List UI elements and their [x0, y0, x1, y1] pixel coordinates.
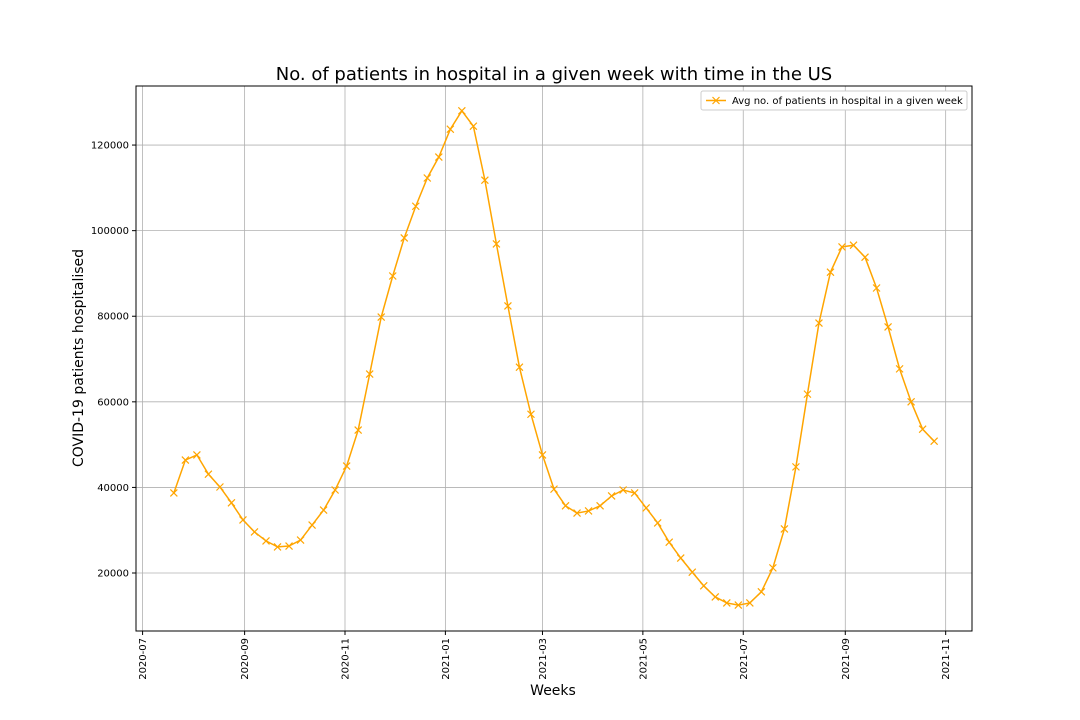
data-point [884, 323, 892, 331]
data-point [711, 593, 720, 601]
data-point [216, 483, 224, 491]
data-point [596, 501, 605, 510]
data-point [239, 516, 247, 524]
x-tick-label: 2020-09 [240, 638, 251, 680]
data-point [169, 489, 178, 497]
data-point [192, 450, 201, 459]
data-point [400, 233, 409, 242]
data-point [469, 122, 478, 131]
data-point [561, 501, 570, 510]
data-point [630, 489, 639, 497]
x-tick-label: 2021-05 [638, 638, 649, 680]
data-point [895, 364, 904, 373]
x-tick-label: 2020-11 [341, 638, 352, 680]
y-tick-label: 100000 [91, 226, 129, 237]
y-tick-label: 40000 [97, 483, 129, 494]
data-point [930, 437, 939, 446]
x-tick-label: 2021-01 [441, 638, 452, 680]
x-tick-label: 2021-09 [841, 638, 852, 680]
data-point [791, 462, 800, 471]
data-point [273, 542, 282, 551]
data-point [826, 268, 835, 277]
chart-title: No. of patients in hospital in a given w… [276, 64, 832, 85]
y-tick-label: 120000 [91, 141, 129, 152]
data-point [342, 462, 351, 470]
y-axis-label: COVID-19 patients hospitalised [71, 249, 87, 467]
x-tick-label: 2021-07 [739, 638, 750, 680]
y-tick-label: 20000 [97, 569, 129, 580]
data-point [457, 106, 466, 115]
x-tick-label: 2021-11 [941, 638, 952, 680]
data-point [492, 239, 501, 248]
legend-marker [712, 96, 720, 105]
data-point [734, 601, 743, 610]
data-point [388, 272, 397, 280]
data-point [653, 519, 662, 527]
x-tick-label: 2020-07 [138, 638, 149, 680]
data-point [308, 521, 317, 530]
data-point [918, 425, 927, 434]
data-point [872, 284, 881, 292]
data-point [676, 554, 685, 562]
data-point [262, 536, 270, 545]
x-axis-label: Weeks [530, 683, 576, 699]
data-point [815, 319, 823, 328]
data-point [446, 125, 455, 134]
data-point [434, 153, 443, 161]
data-point [619, 486, 628, 494]
data-point [480, 176, 489, 185]
data-point [803, 390, 812, 399]
data-point [250, 528, 259, 536]
x-tick-label: 2021-03 [538, 638, 549, 680]
data-point [642, 504, 651, 512]
data-point [757, 587, 766, 596]
data-point [354, 426, 363, 434]
data-point [699, 581, 708, 590]
data-point [907, 397, 916, 406]
data-point [503, 302, 512, 310]
data-point [861, 253, 869, 262]
data-point [319, 506, 328, 515]
data-point [550, 485, 558, 494]
data-point [607, 492, 616, 500]
data-point [515, 363, 524, 372]
data-point [722, 599, 731, 607]
data-point [423, 174, 432, 182]
data-point [584, 507, 593, 515]
y-tick-label: 80000 [97, 312, 129, 323]
data-point [538, 450, 547, 459]
data-point [573, 509, 581, 518]
legend: Avg no. of patients in hospital in a giv… [700, 90, 968, 111]
data-point [227, 498, 236, 507]
data-point [411, 202, 420, 211]
data-point [849, 241, 858, 250]
data-point [688, 568, 697, 577]
data-point [365, 370, 374, 378]
data-point [665, 538, 674, 547]
data-point [377, 313, 386, 322]
data-point [204, 470, 213, 479]
legend-box [700, 90, 968, 111]
legend-label: Avg no. of patients in hospital in a giv… [732, 96, 963, 107]
data-point [768, 563, 777, 572]
data-point [780, 525, 789, 533]
data-point [331, 486, 340, 494]
y-tick-label: 60000 [97, 397, 129, 408]
data-point [838, 242, 846, 251]
data-point [285, 542, 293, 550]
plot-frame [135, 85, 973, 632]
data-point [745, 599, 754, 607]
data-point [296, 536, 305, 544]
data-point [181, 456, 190, 464]
data-point [527, 410, 535, 419]
